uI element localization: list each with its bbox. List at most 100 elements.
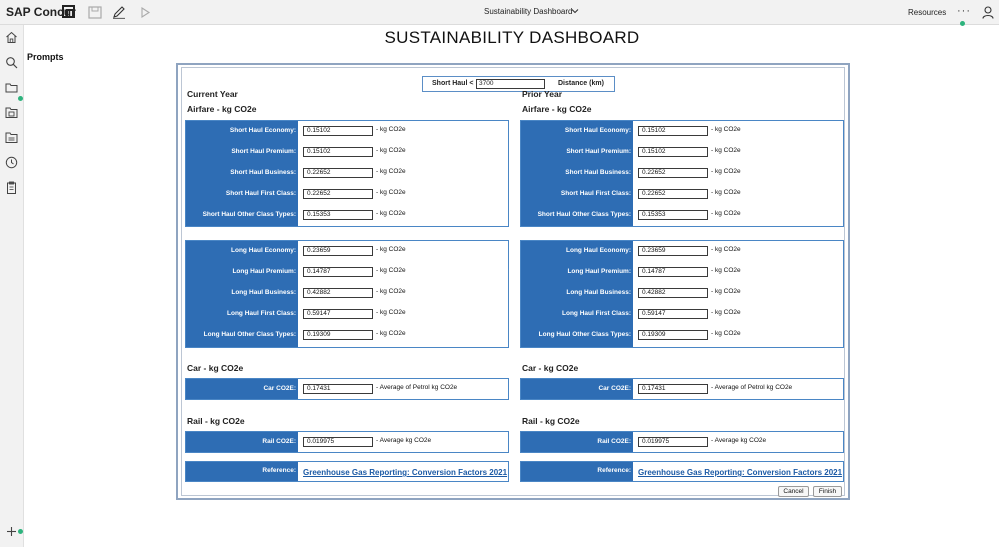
car-factor-input[interactable]: 0.17431 [303,384,373,394]
factor-input[interactable]: 0.15353 [303,210,373,220]
factor-input[interactable]: 0.59147 [638,309,708,319]
factor-input[interactable]: 0.14787 [638,267,708,277]
unit-label: - kg CO2e [376,288,406,295]
factor-input[interactable]: 0.15102 [303,126,373,136]
top-bar: SAP Concur Sustainability Dashboard Reso… [0,0,999,26]
factor-input[interactable]: 0.15102 [303,147,373,157]
panel-label-column [186,379,298,399]
factor-input[interactable]: 0.42882 [638,288,708,298]
field-label: Short Haul First Class: [560,190,631,197]
edit-icon[interactable] [112,6,126,19]
field-label: Long Haul First Class: [562,310,631,317]
panel-label-column [186,241,298,347]
run-icon[interactable] [138,6,152,19]
factor-input[interactable]: 0.23659 [303,246,373,256]
factor-input[interactable]: 0.23659 [638,246,708,256]
field-label: Short Haul Other Class Types: [202,211,296,218]
panel-label-column [186,462,298,481]
concur-logo-icon [62,5,75,18]
current-car-panel: Car CO2E: 0.17431 - Average of Petrol kg… [185,378,509,400]
folder-alt-icon[interactable] [5,131,18,144]
prior-long-haul-row: Long Haul Premium: 0.14787 - kg CO2e [521,266,845,278]
current-long-haul-row: Long Haul First Class: 0.59147 - kg CO2e [186,308,510,320]
field-label: Long Haul Business: [566,289,631,296]
finish-button[interactable]: Finish [813,486,842,497]
more-options-icon[interactable]: ··· [957,5,971,17]
prior-year-heading: Prior Year [522,89,563,99]
status-dot [960,21,965,26]
field-label: Short Haul Business: [230,169,296,176]
factor-input[interactable]: 0.14787 [303,267,373,277]
reference-link[interactable]: Greenhouse Gas Reporting: Conversion Fac… [638,468,843,477]
prior-reference-row: Reference: Greenhouse Gas Reporting: Con… [521,465,845,477]
car-factor-input[interactable]: 0.17431 [638,384,708,394]
factor-input[interactable]: 0.19309 [303,330,373,340]
factor-input[interactable]: 0.22652 [638,189,708,199]
field-label: Long Haul Premium: [232,268,296,275]
prior-short-haul-row: Short Haul Business: 0.22652 - kg CO2e [521,167,845,179]
unit-label: - kg CO2e [376,330,406,337]
factor-input[interactable]: 0.19309 [638,330,708,340]
chevron-down-icon[interactable] [571,7,579,15]
rail-factor-input[interactable]: 0.019975 [303,437,373,447]
unit-label: - Average of Petrol kg CO2e [711,384,793,391]
search-icon[interactable] [5,56,18,69]
clock-icon[interactable] [5,156,18,169]
user-icon[interactable] [982,6,994,19]
current-short-haul-row: Short Haul Economy: 0.15102 - kg CO2e [186,125,510,137]
document-icon[interactable] [5,106,18,119]
panel-label-column [521,241,633,347]
factor-input[interactable]: 0.22652 [638,168,708,178]
resources-menu[interactable]: Resources [908,8,947,17]
current-short-haul-panel: Short Haul Economy: 0.15102 - kg CO2e Sh… [185,120,509,227]
home-icon[interactable] [5,31,18,44]
current-rail-row: Rail CO2E: 0.019975 - Average kg CO2e [186,436,510,448]
field-label: Long Haul Other Class Types: [538,331,631,338]
dialog-body: Short Haul < 3700 Distance (km) Current … [181,67,845,497]
clipboard-icon[interactable] [5,181,18,194]
save-icon[interactable] [88,6,102,19]
current-rail-heading: Rail - kg CO2e [187,416,245,426]
unit-label: - kg CO2e [711,246,741,253]
window-title[interactable]: Sustainability Dashboard [484,7,573,16]
cancel-button[interactable]: Cancel [778,486,809,497]
factor-input[interactable]: 0.59147 [303,309,373,319]
unit-label: - kg CO2e [711,147,741,154]
current-long-haul-row: Long Haul Other Class Types: 0.19309 - k… [186,329,510,341]
folder-icon[interactable] [5,81,18,94]
factor-input[interactable]: 0.15102 [638,147,708,157]
unit-label: - kg CO2e [711,288,741,295]
current-long-haul-row: Long Haul Business: 0.42882 - kg CO2e [186,287,510,299]
short-haul-input[interactable]: 3700 [476,79,545,89]
rail-factor-input[interactable]: 0.019975 [638,437,708,447]
factor-input[interactable]: 0.15102 [638,126,708,136]
prior-airfare-heading: Airfare - kg CO2e [522,104,592,114]
panel-label-column [521,121,633,226]
reference-link[interactable]: Greenhouse Gas Reporting: Conversion Fac… [303,468,508,477]
field-label: Short Haul Economy: [229,127,296,134]
status-dot [18,529,23,534]
factor-input[interactable]: 0.42882 [303,288,373,298]
current-short-haul-row: Short Haul Other Class Types: 0.15353 - … [186,209,510,221]
current-long-haul-row: Long Haul Premium: 0.14787 - kg CO2e [186,266,510,278]
field-label: Long Haul Economy: [566,247,631,254]
prompts-heading: Prompts [27,52,64,62]
current-short-haul-row: Short Haul First Class: 0.22652 - kg CO2… [186,188,510,200]
field-label: Short Haul First Class: [225,190,296,197]
current-reference-row: Reference: Greenhouse Gas Reporting: Con… [186,465,510,477]
prior-short-haul-row: Short Haul Economy: 0.15102 - kg CO2e [521,125,845,137]
unit-label: - kg CO2e [376,309,406,316]
page-title: SUSTAINABILITY DASHBOARD [384,28,640,47]
factor-input[interactable]: 0.22652 [303,189,373,199]
unit-label: - kg CO2e [711,168,741,175]
field-label: Long Haul Premium: [567,268,631,275]
field-label: Rail CO2E: [597,438,631,445]
factor-input[interactable]: 0.22652 [303,168,373,178]
prior-car-panel: Car CO2E: 0.17431 - Average of Petrol kg… [520,378,844,400]
prior-rail-panel: Rail CO2E: 0.019975 - Average kg CO2e [520,431,844,453]
unit-label: - kg CO2e [376,267,406,274]
add-icon[interactable] [5,525,18,538]
field-label: Car CO2E: [598,385,631,392]
prompt-dialog: Short Haul < 3700 Distance (km) Current … [176,63,850,500]
factor-input[interactable]: 0.15353 [638,210,708,220]
